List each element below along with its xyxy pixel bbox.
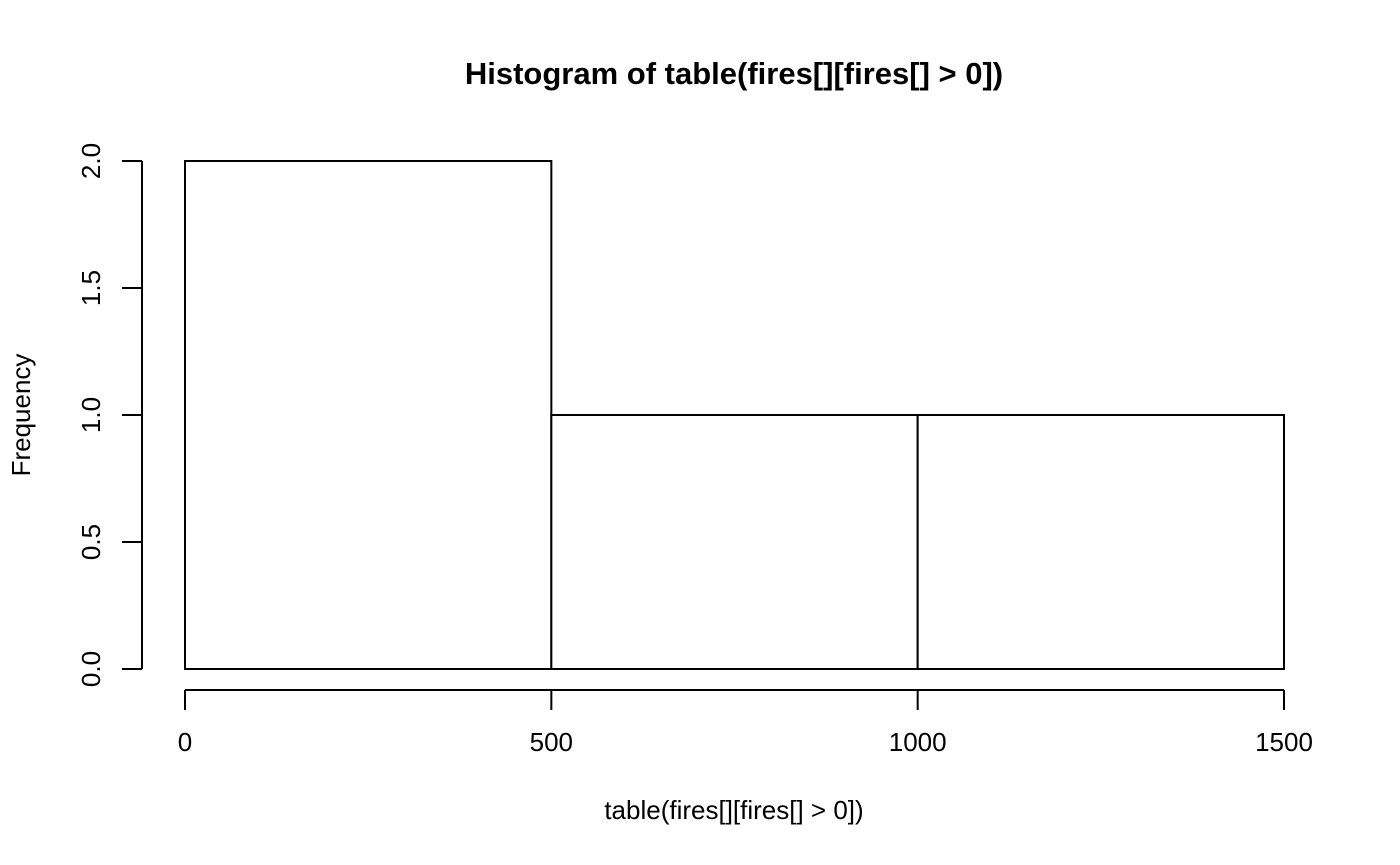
histogram-bar-3 — [916, 414, 1286, 670]
x-tick-label: 1000 — [889, 727, 947, 757]
histogram-bar-2 — [550, 414, 919, 670]
y-tick-label: 1.5 — [76, 270, 106, 306]
x-tick-label: 1500 — [1255, 727, 1313, 757]
x-axis: 0 500 1000 1500 — [178, 689, 1313, 757]
chart-title: Histogram of table(fires[][fires[] > 0]) — [465, 56, 1003, 91]
y-tick-label: 1.0 — [76, 397, 106, 433]
y-tick-label: 2.0 — [76, 143, 106, 179]
y-tick-label: 0.5 — [76, 524, 106, 560]
histogram-bar-1 — [184, 160, 553, 670]
x-tick-label: 500 — [530, 727, 573, 757]
x-tick-label: 0 — [178, 727, 192, 757]
bars-group — [184, 160, 1286, 670]
y-axis-label: Frequency — [6, 354, 36, 477]
y-axis: 0.0 0.5 1.0 1.5 2.0 — [76, 143, 143, 687]
y-tick-label: 0.0 — [76, 651, 106, 687]
x-axis-label: table(fires[][fires[] > 0]) — [604, 795, 863, 825]
